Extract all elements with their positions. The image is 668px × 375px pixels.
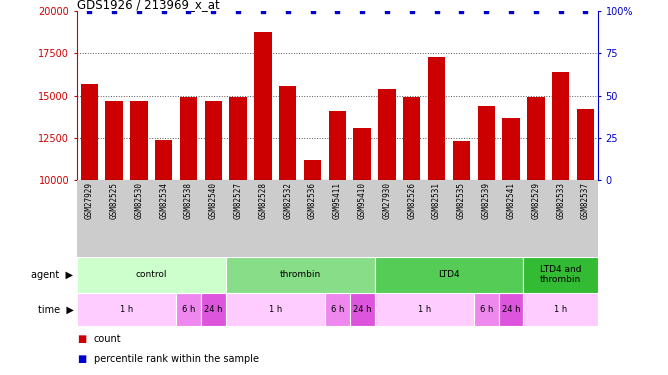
Bar	[474, 292, 498, 326]
Text: GDS1926 / 213969_x_at: GDS1926 / 213969_x_at	[77, 0, 220, 11]
Bar	[204, 101, 222, 349]
Bar	[576, 109, 594, 349]
Bar	[106, 101, 123, 349]
Text: GSM82532: GSM82532	[283, 182, 292, 219]
Text: GSM82526: GSM82526	[407, 182, 416, 219]
Point	[406, 8, 417, 14]
Bar	[329, 111, 346, 349]
Bar	[375, 257, 524, 292]
Text: GSM82539: GSM82539	[482, 182, 491, 219]
Text: control: control	[136, 270, 167, 279]
Text: GSM95410: GSM95410	[357, 182, 367, 219]
Bar	[304, 160, 321, 349]
Text: 1 h: 1 h	[418, 305, 431, 314]
Bar	[201, 292, 226, 326]
Point	[580, 8, 591, 14]
Bar	[378, 89, 395, 349]
Bar	[255, 32, 272, 349]
Text: GSM82533: GSM82533	[556, 182, 565, 219]
Point	[258, 8, 269, 14]
Text: 1 h: 1 h	[269, 305, 282, 314]
Bar	[524, 257, 598, 292]
Point	[481, 8, 492, 14]
Bar	[77, 292, 176, 326]
Bar	[478, 106, 495, 349]
Bar	[524, 292, 598, 326]
Bar	[180, 98, 197, 349]
Bar	[226, 292, 325, 326]
Bar	[155, 140, 172, 349]
Bar	[279, 86, 297, 349]
Bar	[353, 128, 371, 349]
Text: 24 h: 24 h	[353, 305, 371, 314]
Text: LTD4: LTD4	[438, 270, 460, 279]
Text: GSM82530: GSM82530	[134, 182, 144, 219]
Point	[158, 8, 169, 14]
Text: LTD4 and
thrombin: LTD4 and thrombin	[540, 265, 581, 284]
Point	[432, 8, 442, 14]
Point	[232, 8, 243, 14]
Text: GSM27929: GSM27929	[85, 182, 94, 219]
Point	[109, 8, 120, 14]
Text: GSM82541: GSM82541	[506, 182, 516, 219]
Bar	[453, 141, 470, 349]
Point	[332, 8, 343, 14]
Bar	[428, 57, 446, 349]
Bar	[176, 292, 201, 326]
Text: 6 h: 6 h	[331, 305, 344, 314]
Point	[506, 8, 516, 14]
Point	[307, 8, 318, 14]
Text: GSM82537: GSM82537	[581, 182, 590, 219]
Bar	[350, 292, 375, 326]
Text: GSM82525: GSM82525	[110, 182, 118, 219]
Text: GSM95411: GSM95411	[333, 182, 342, 219]
Bar	[130, 101, 148, 349]
Bar	[229, 98, 246, 349]
Text: time  ▶: time ▶	[37, 304, 73, 314]
Text: GSM82535: GSM82535	[457, 182, 466, 219]
Bar	[77, 257, 226, 292]
Point	[183, 8, 194, 14]
Text: GSM82531: GSM82531	[432, 182, 441, 219]
Text: thrombin: thrombin	[279, 270, 321, 279]
Point	[283, 8, 293, 14]
Point	[530, 8, 541, 14]
Text: 6 h: 6 h	[480, 305, 493, 314]
Text: GSM82540: GSM82540	[209, 182, 218, 219]
Bar	[498, 292, 524, 326]
Bar	[403, 98, 420, 349]
Text: GSM82529: GSM82529	[531, 182, 540, 219]
Point	[208, 8, 218, 14]
Text: GSM27930: GSM27930	[383, 182, 391, 219]
Point	[456, 8, 467, 14]
Text: GSM82528: GSM82528	[259, 182, 267, 219]
Bar	[226, 257, 375, 292]
Bar	[325, 292, 350, 326]
Text: GSM82538: GSM82538	[184, 182, 193, 219]
Bar	[502, 118, 520, 349]
Text: percentile rank within the sample: percentile rank within the sample	[94, 354, 259, 364]
Text: 24 h: 24 h	[204, 305, 222, 314]
Text: GSM82536: GSM82536	[308, 182, 317, 219]
Text: 1 h: 1 h	[120, 305, 133, 314]
Point	[357, 8, 367, 14]
Point	[381, 8, 392, 14]
Text: 1 h: 1 h	[554, 305, 567, 314]
Text: count: count	[94, 334, 121, 344]
Bar	[527, 98, 544, 349]
Text: ■: ■	[77, 334, 86, 344]
Text: GSM82534: GSM82534	[159, 182, 168, 219]
Bar	[375, 292, 474, 326]
Point	[555, 8, 566, 14]
Bar	[81, 84, 98, 349]
Text: 6 h: 6 h	[182, 305, 195, 314]
Text: 24 h: 24 h	[502, 305, 520, 314]
Text: agent  ▶: agent ▶	[31, 270, 73, 280]
Bar	[552, 72, 569, 349]
Text: ■: ■	[77, 354, 86, 364]
Text: GSM82527: GSM82527	[234, 182, 242, 219]
Point	[84, 8, 95, 14]
Point	[134, 8, 144, 14]
